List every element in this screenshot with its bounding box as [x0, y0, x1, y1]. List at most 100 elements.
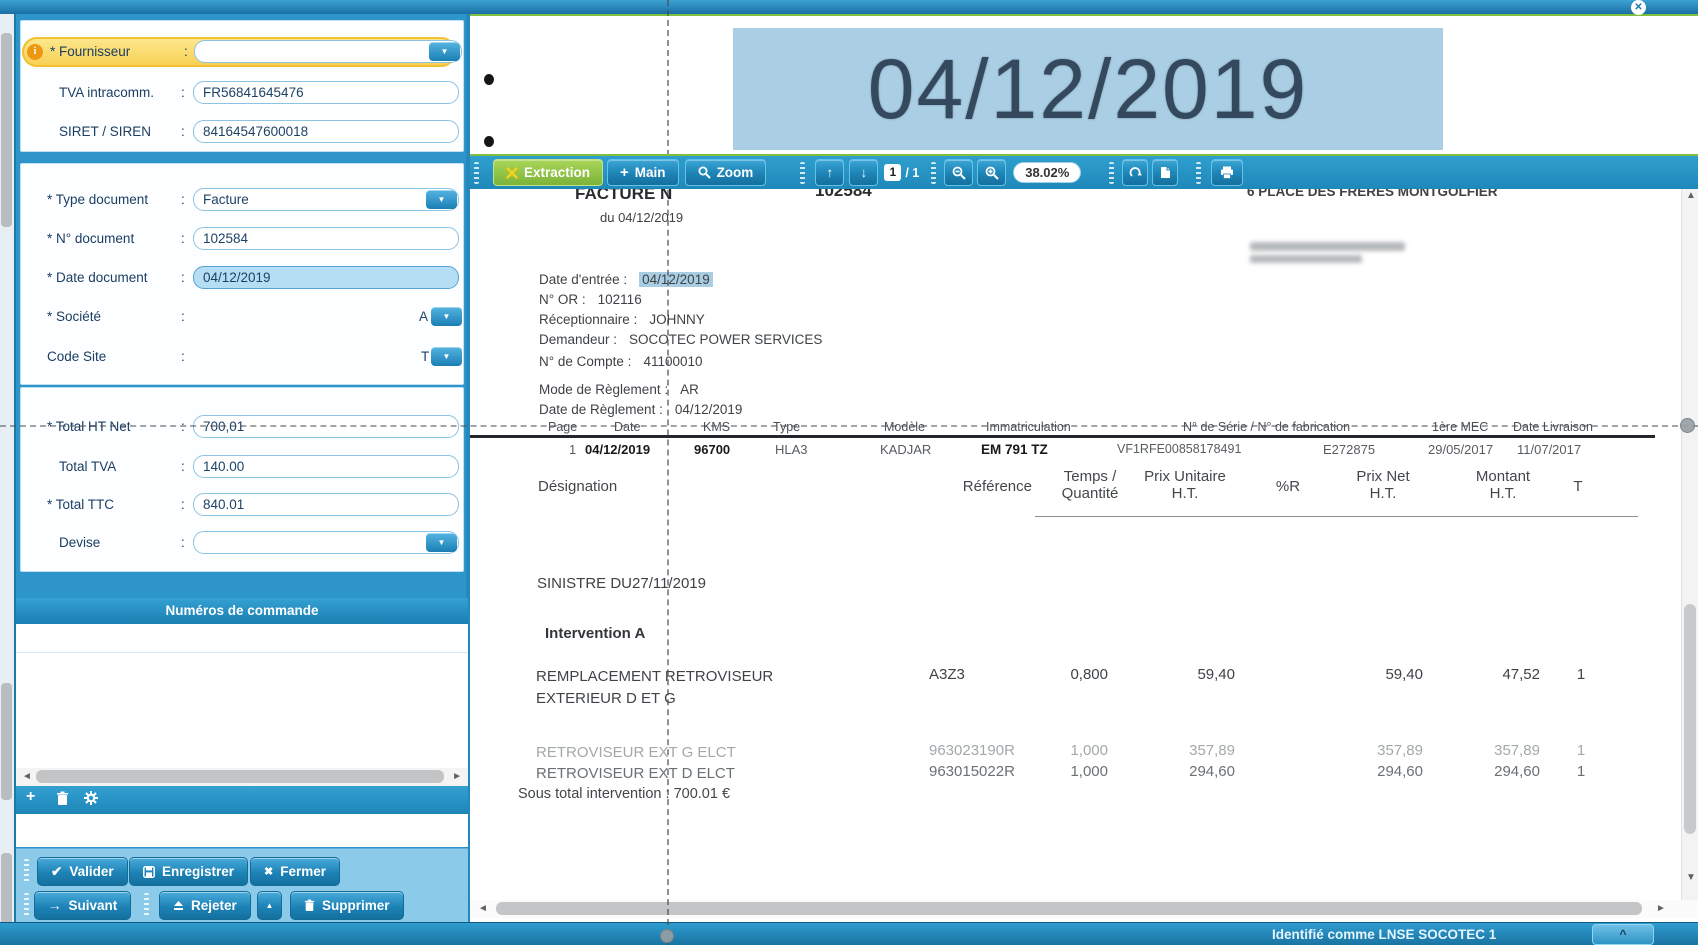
totals-section: * Total HT Net : Total TVA : * Total TTC… — [20, 387, 464, 572]
scrollbar-thumb[interactable] — [496, 902, 1642, 915]
magnifier-plus-icon — [985, 166, 999, 180]
table-col-header: T — [1573, 478, 1583, 495]
main-pan-button[interactable]: + Main — [607, 159, 679, 186]
left-scrollbar-thumb[interactable] — [1, 853, 12, 930]
tva-input[interactable] — [193, 81, 459, 104]
societe-label: * Société — [47, 309, 102, 324]
zoom-tool-button[interactable]: Zoom — [684, 159, 767, 186]
info-icon[interactable]: i — [27, 44, 43, 60]
info-line: N° OR :102116 — [539, 292, 642, 307]
commandes-header: Numéros de commande — [16, 598, 468, 624]
scroll-left-icon[interactable]: ◄ — [22, 771, 32, 782]
commandes-hscrollbar[interactable]: ◄ ► — [16, 768, 468, 786]
vehicle-col-header: Page — [548, 420, 578, 434]
extraction-button[interactable]: Extraction — [493, 159, 604, 186]
collapse-up-button[interactable]: ▲ — [257, 891, 282, 920]
trash-icon[interactable] — [56, 791, 69, 806]
drag-handle[interactable] — [24, 893, 29, 917]
chevron-down-icon[interactable]: ▼ — [426, 533, 457, 552]
num-document-input[interactable] — [193, 227, 459, 250]
commandes-list[interactable] — [16, 624, 468, 768]
trash-icon — [304, 899, 315, 912]
gear-icon[interactable] — [84, 791, 98, 805]
drag-handle[interactable] — [1196, 161, 1202, 184]
total-ht-input[interactable] — [193, 415, 459, 438]
devise-label: Devise — [59, 535, 101, 550]
chevron-down-icon[interactable]: ▼ — [426, 190, 457, 209]
zoom-out-button[interactable] — [944, 159, 974, 186]
identity-status: Identifié comme LNSE SOCOTEC 1 — [1272, 927, 1497, 942]
type-document-select[interactable]: Facture ▼ — [193, 188, 459, 211]
siret-input[interactable] — [193, 120, 459, 143]
supprimer-button[interactable]: Supprimer — [290, 891, 404, 920]
scrollbar-thumb[interactable] — [36, 770, 444, 783]
fermer-button[interactable]: ✖ Fermer — [250, 857, 340, 886]
move-cross-icon: + — [620, 163, 629, 181]
page-number[interactable]: 1 — [884, 164, 902, 181]
devise-select[interactable]: ▼ — [193, 531, 459, 554]
chevron-down-icon[interactable]: ▼ — [429, 42, 460, 61]
drag-handle[interactable] — [800, 161, 806, 184]
left-scrollbar-thumb[interactable] — [1, 33, 12, 227]
viewer-hscrollbar[interactable]: ◄ ► — [470, 900, 1698, 918]
viewer-toolbar: Extraction + Main Zoom ↑ ↓ 1 / 1 — [470, 154, 1698, 189]
date-document-label: * Date document — [47, 270, 148, 285]
window-titlebar — [0, 0, 1698, 14]
close-x-icon: ✖ — [264, 866, 274, 878]
expand-panel-button[interactable]: ^ — [1592, 924, 1654, 945]
total-tva-input[interactable] — [193, 455, 459, 478]
left-scrollbar-track[interactable] — [0, 14, 14, 930]
action-buttons-panel: ✔ Valider Enregistrer ✖ Fermer → Suivant — [16, 848, 468, 924]
close-icon[interactable]: ✕ — [1631, 0, 1646, 15]
scroll-up-icon[interactable]: ▲ — [1686, 190, 1696, 201]
chevron-down-icon[interactable]: ▼ — [431, 307, 462, 326]
drag-handle[interactable] — [144, 893, 149, 917]
previous-page-button[interactable]: ↑ — [815, 159, 845, 186]
scroll-left-icon[interactable]: ◄ — [478, 903, 488, 914]
scroll-right-icon[interactable]: ► — [1656, 903, 1666, 914]
list-divider — [16, 652, 468, 653]
table-col-header: Prix Unitaire H.T. — [1144, 468, 1226, 502]
fournisseur-row: i * Fournisseur : ▼ — [22, 37, 462, 67]
vehicle-col-header: 1ère MEC — [1432, 420, 1489, 434]
table-col-header: Temps / Quantité — [1061, 468, 1119, 502]
enregistrer-button[interactable]: Enregistrer — [129, 857, 249, 886]
zoom-in-button[interactable] — [977, 159, 1007, 186]
drag-handle[interactable] — [931, 161, 937, 184]
vehicle-value: 1 — [569, 442, 577, 457]
table-col-header: Montant H.T. — [1475, 468, 1531, 502]
rejeter-button[interactable]: Rejeter — [159, 891, 251, 920]
print-button[interactable] — [1211, 159, 1244, 186]
chevron-down-icon[interactable]: ▼ — [431, 347, 462, 366]
scroll-down-icon[interactable]: ▼ — [1686, 872, 1696, 883]
vehicle-col-header: KMS — [703, 420, 731, 434]
zoom-level[interactable]: 38.02% — [1013, 162, 1082, 183]
claim-line: SINISTRE DU27/11/2019 — [537, 575, 706, 592]
viewer-vscrollbar[interactable]: ▲ ▼ — [1681, 174, 1698, 900]
left-scrollbar-thumb[interactable] — [1, 683, 12, 800]
page-view-button[interactable] — [1152, 159, 1179, 186]
add-icon[interactable]: + — [26, 788, 36, 805]
rotate-icon — [1129, 166, 1142, 179]
drag-handle[interactable] — [474, 161, 479, 184]
scrollbar-thumb[interactable] — [1684, 604, 1696, 834]
info-line: Réceptionnaire : JOHNNY — [539, 312, 705, 327]
scroll-right-icon[interactable]: ► — [452, 771, 462, 782]
drag-handle[interactable] — [24, 859, 29, 883]
vehicle-col-header: Date Livraison — [1513, 420, 1593, 434]
drag-handle[interactable] — [1109, 161, 1115, 184]
check-icon: ✔ — [51, 863, 63, 879]
rotate-button[interactable] — [1122, 159, 1149, 186]
vehicle-col-header: Date — [614, 420, 641, 434]
crosshair-handle[interactable] — [660, 929, 674, 943]
code-site-label: Code Site — [47, 349, 107, 364]
date-document-input[interactable] — [193, 266, 459, 289]
fournisseur-select[interactable]: ▼ — [194, 40, 462, 63]
invoice-page: FACTURE N 102584 du 04/12/2019 6 PLACE D… — [470, 16, 1698, 922]
crosshair-handle[interactable] — [1680, 418, 1695, 433]
valider-button[interactable]: ✔ Valider — [37, 857, 128, 886]
total-ttc-input[interactable] — [193, 493, 459, 516]
suivant-button[interactable]: → Suivant — [34, 891, 132, 920]
next-page-button[interactable]: ↓ — [849, 159, 879, 186]
